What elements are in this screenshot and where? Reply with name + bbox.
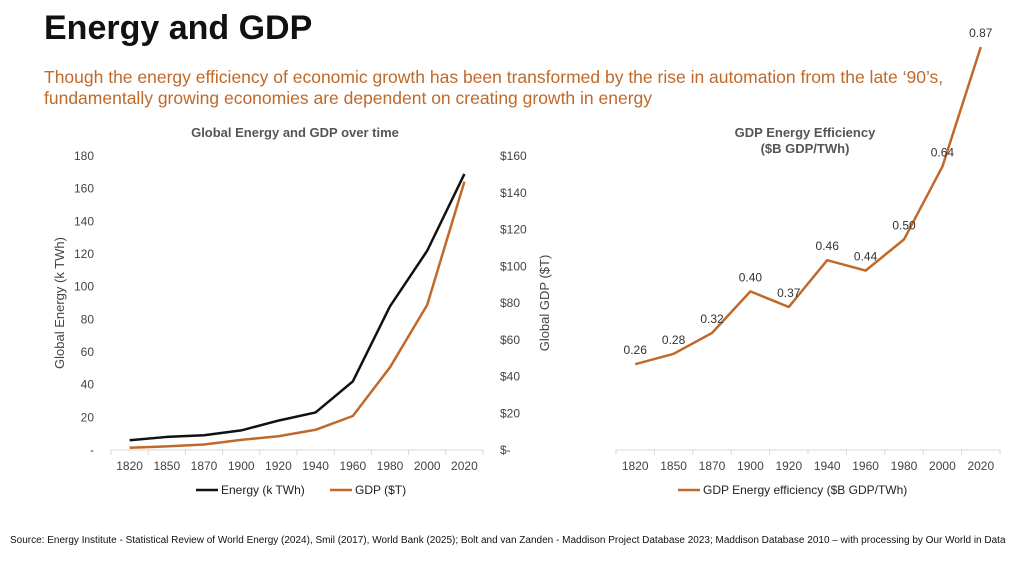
left-x-tick-label: 1850 <box>153 459 180 473</box>
left-x-tick-label: 2020 <box>451 459 478 473</box>
left-x-tick-label: 1870 <box>191 459 218 473</box>
left-x-tick-label: 1920 <box>265 459 292 473</box>
left-y-tick-label: 120 <box>74 247 94 261</box>
legend-energy-label: Energy (k TWh) <box>221 483 305 497</box>
left-x-tick-label: 1960 <box>339 459 366 473</box>
left-x-tick-label: 2000 <box>414 459 441 473</box>
efficiency-data-label: 0.44 <box>854 250 878 264</box>
gdp-series-line <box>129 181 466 450</box>
right-y-tick-label: $20 <box>500 406 520 420</box>
right-x-tick-label: 1920 <box>775 459 802 473</box>
right-x-tick-label: 1900 <box>737 459 764 473</box>
left-y-tick-label: 140 <box>74 214 94 228</box>
left-x-tick-label: 1820 <box>116 459 143 473</box>
left-y-tick-label: 80 <box>81 312 95 326</box>
right-x-tick-label: 2000 <box>929 459 956 473</box>
efficiency-data-label: 0.46 <box>816 239 840 253</box>
left-y-tick-label: 40 <box>81 378 95 392</box>
left-y-tick-label: 160 <box>74 182 94 196</box>
left-x-tick-label: 1900 <box>228 459 255 473</box>
left-y-tick-label: 180 <box>74 149 94 163</box>
left-y-tick-label: 20 <box>81 410 95 424</box>
left-x-tick-label: 1980 <box>377 459 404 473</box>
efficiency-data-label: 0.37 <box>777 286 801 300</box>
efficiency-data-label: 0.26 <box>624 343 648 357</box>
efficiency-data-label: 0.28 <box>662 333 686 347</box>
right-y-tick-label: $- <box>500 443 511 457</box>
legend-gdp-label: GDP ($T) <box>355 483 406 497</box>
right-y-tick-label: $100 <box>500 259 527 273</box>
right-y-tick-label: $80 <box>500 296 520 310</box>
left-y-tick-label: - <box>90 443 94 457</box>
right-y-tick-label: $40 <box>500 370 520 384</box>
left-y-tick-label: 60 <box>81 345 95 359</box>
right-x-tick-label: 1980 <box>891 459 918 473</box>
energy-series-line <box>129 173 466 442</box>
efficiency-data-label: 0.40 <box>739 270 763 284</box>
page-subtitle: Though the energy efficiency of economic… <box>44 67 944 108</box>
source-note: Source: Energy Institute - Statistical R… <box>10 535 1006 546</box>
right-x-tick-label: 1940 <box>814 459 841 473</box>
right-x-tick-label: 2020 <box>967 459 994 473</box>
right-y-tick-label: $140 <box>500 186 527 200</box>
efficiency-data-label: 0.87 <box>969 26 993 40</box>
efficiency-data-label: 0.64 <box>931 146 955 160</box>
right-y-axis-label: Global GDP ($T) <box>537 255 552 352</box>
right-y-tick-label: $120 <box>500 223 527 237</box>
efficiency-data-label: 0.50 <box>892 218 916 232</box>
right-x-tick-label: 1960 <box>852 459 879 473</box>
left-x-tick-label: 1940 <box>302 459 329 473</box>
right-chart-title: GDP Energy Efficiency ($B GDP/TWh) <box>734 125 876 156</box>
left-y-tick-label: 100 <box>74 280 94 294</box>
efficiency-series-line <box>634 46 982 366</box>
page-title: Energy and GDP <box>44 9 313 47</box>
right-x-tick-label: 1870 <box>699 459 726 473</box>
right-y-tick-label: $60 <box>500 333 520 347</box>
right-x-tick-label: 1850 <box>660 459 687 473</box>
left-y-axis-label: Global Energy (k TWh) <box>52 237 67 369</box>
right-x-tick-label: 1820 <box>622 459 649 473</box>
right-y-tick-label: $160 <box>500 149 527 163</box>
efficiency-data-label: 0.32 <box>700 312 724 326</box>
left-chart-title: Global Energy and GDP over time <box>191 125 399 140</box>
legend-efficiency-label: GDP Energy efficiency ($B GDP/TWh) <box>703 483 907 497</box>
